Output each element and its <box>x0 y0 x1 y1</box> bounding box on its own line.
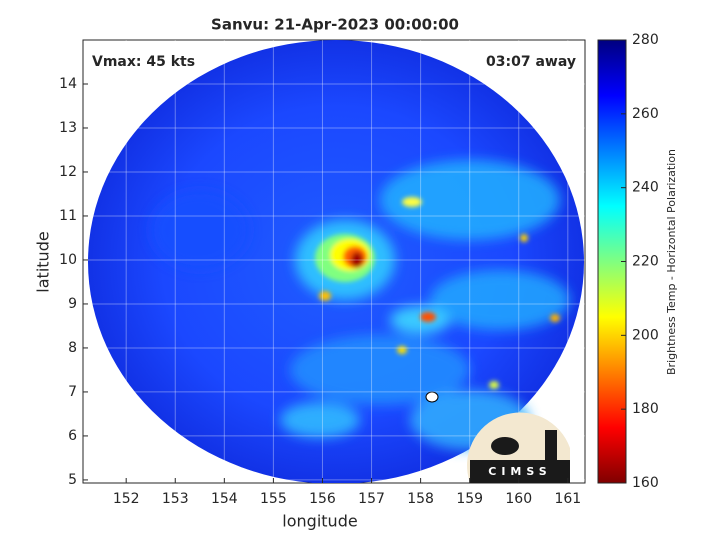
x-tick-label: 159 <box>456 491 483 507</box>
y-tick-label: 9 <box>68 296 77 312</box>
y-tick-label: 6 <box>68 428 77 444</box>
y-tick-label: 10 <box>59 252 77 268</box>
colorbar-tick-label: 240 <box>632 180 659 196</box>
x-axis-label: longitude <box>282 512 357 531</box>
intensity-label: Vmax: 45 kts <box>92 54 195 70</box>
y-tick-label: 14 <box>59 76 77 92</box>
colorbar-tick-label: 160 <box>632 475 659 491</box>
cimss-logo: CIMSS <box>467 412 570 483</box>
y-tick-label: 7 <box>68 384 77 400</box>
y-tick-label: 11 <box>59 208 77 224</box>
y-tick-label: 12 <box>59 164 77 180</box>
x-tick-label: 158 <box>407 491 434 507</box>
x-tick-label: 154 <box>211 491 238 507</box>
colorbar-label: Brightness Temp - Horizontal Polarizatio… <box>665 149 678 375</box>
x-tick-label: 156 <box>309 491 336 507</box>
x-tick-label: 152 <box>113 491 140 507</box>
y-tick-label: 8 <box>68 340 77 356</box>
y-axis-label: latitude <box>34 231 53 292</box>
time-offset-label: 03:07 away <box>486 54 576 70</box>
x-tick-label: 157 <box>358 491 385 507</box>
y-tick-label: 13 <box>59 120 77 136</box>
colorbar-tick-label: 220 <box>632 254 659 270</box>
colorbar-tick-label: 260 <box>632 106 659 122</box>
x-tick-label: 161 <box>554 491 581 507</box>
colorbar-tick-label: 200 <box>632 327 659 343</box>
x-tick-label: 160 <box>505 491 532 507</box>
logo-text: CIMSS <box>488 465 551 478</box>
colorbar-tick-label: 280 <box>632 32 659 48</box>
x-tick-label: 153 <box>162 491 189 507</box>
x-tick-label: 155 <box>260 491 287 507</box>
colorbar-tick-label: 180 <box>632 401 659 417</box>
y-tick-label: 5 <box>68 472 77 488</box>
chart-title: Sanvu: 21-Apr-2023 00:00:00 <box>211 16 459 34</box>
